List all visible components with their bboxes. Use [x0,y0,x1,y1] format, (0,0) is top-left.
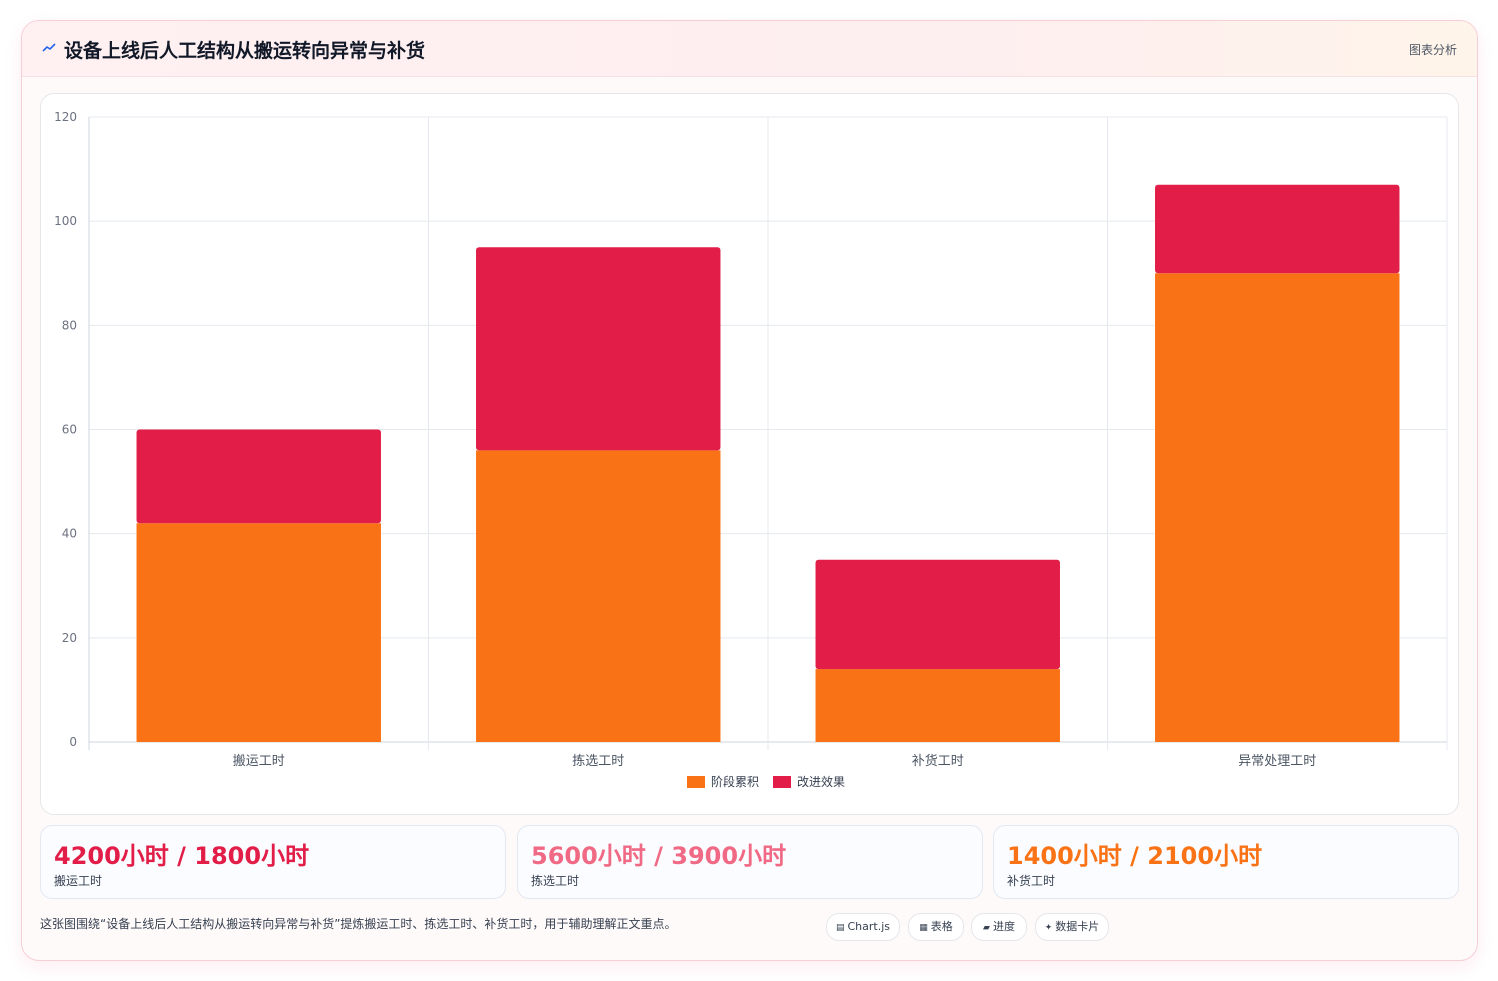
bar-segment[interactable] [136,429,381,524]
legend-swatch[interactable] [773,776,791,788]
chip-label: 进度 [992,920,1015,933]
x-tick-label: 拣选工时 [572,754,624,769]
bar-segment[interactable] [476,247,721,451]
bar-segment[interactable] [1155,273,1400,742]
stat-card-transport: 4200小时 / 1800小时 搬运工时 [40,825,506,899]
chart-icon: ▤ [835,923,845,933]
stat-card-replenish: 1400小时 / 2100小时 补货工时 [993,825,1459,899]
chip-chartjs[interactable]: ▤ Chart.js [826,913,900,941]
chart-card: 设备上线后人工结构从搬运转向异常与补货 图表分析 0 20 40 60 80 100 120… [21,20,1478,961]
y-tick-label: 20 [62,631,77,645]
x-tick-label: 异常处理工时 [1238,754,1316,769]
y-tick-label: 40 [62,527,77,541]
legend-label[interactable]: 阶段累积 [711,774,759,789]
chart-caption: 这张图围绕“设备上线后人工结构从搬运转向异常与补货”提炼搬运工时、拣选工时、补货… [40,917,677,931]
stat-card-picking: 5600小时 / 3900小时 拣选工时 [517,825,983,899]
y-tick-label: 120 [54,110,77,124]
stat-value: 4200小时 / 1800小时 [54,842,310,870]
x-tick-label: 搬运工时 [233,754,285,769]
bar-segment[interactable] [1155,184,1400,274]
card-header: 设备上线后人工结构从搬运转向异常与补货 图表分析 [22,21,1477,77]
stat-label: 拣选工时 [531,874,580,888]
chip-label: 数据卡片 [1055,920,1100,933]
chart-panel: 0 20 40 60 80 100 120 搬运工时 拣选工时 补货工时 异常处理工时阶段累积 改进效… [40,93,1459,815]
bar-segment[interactable] [476,450,721,742]
y-tick-label: 100 [54,214,77,228]
x-tick-label: 补货工时 [912,753,964,769]
stat-value: 5600小时 / 3900小时 [531,842,787,870]
page-title: 设备上线后人工结构从搬运转向异常与补货 [64,40,426,62]
chip-table[interactable]: ▦ 表格 [908,913,964,941]
y-tick-label: 80 [62,318,77,332]
y-tick-label: 60 [62,423,77,437]
table-icon: ▦ [919,923,928,933]
stat-value: 1400小时 / 2100小时 [1007,842,1263,870]
chip-label: 表格 [930,920,953,933]
trend-line-icon [42,43,56,52]
bar-segment[interactable] [136,523,381,742]
stat-label: 补货工时 [1007,874,1056,888]
stat-label: 搬运工时 [54,874,103,888]
y-tick-label: 0 [69,735,77,749]
legend-label[interactable]: 改进效果 [797,774,845,789]
chip-progress[interactable]: ▰ 进度 [971,913,1027,941]
bar-segment[interactable] [815,559,1060,670]
bar-segment[interactable] [815,669,1060,742]
chip-label: Chart.js [847,920,891,933]
legend-swatch[interactable] [687,776,705,788]
chart-analysis-tag: 图表分析 [1408,43,1457,57]
chip-data-card[interactable]: ✦ 数据卡片 [1035,913,1109,941]
sparkle-icon: ✦ [1044,923,1053,933]
progress-icon: ▰ [983,923,990,933]
